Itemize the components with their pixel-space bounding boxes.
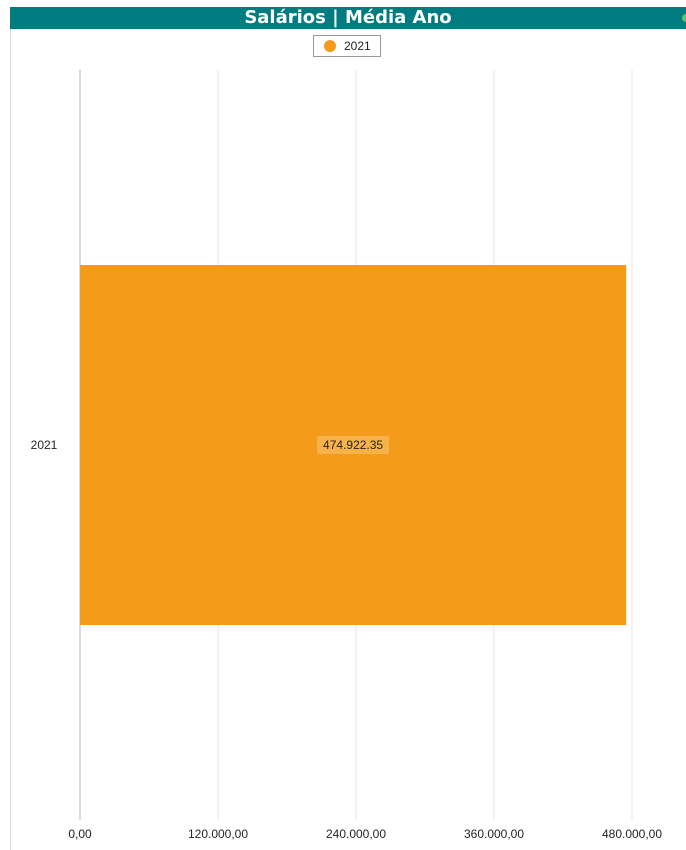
chart-title-text: Salários | Média Ano xyxy=(244,7,452,28)
x-tick-labels: 0,00 120.000,00 240.000,00 360.000,00 480.00… xyxy=(68,827,662,841)
chart-frame xyxy=(10,7,686,850)
chart-title: Salários | Média Ano xyxy=(10,7,686,29)
data-label: 474.922.35 xyxy=(323,438,383,452)
x-tick-label: 240.000,00 xyxy=(326,827,386,841)
legend[interactable]: 2021 xyxy=(313,35,381,57)
legend-marker-icon xyxy=(324,40,336,52)
category-labels: 2021 xyxy=(31,438,58,452)
x-tick-label: 120.000,00 xyxy=(188,827,248,841)
status-dot-icon xyxy=(682,14,686,22)
bars: 474.922.35 xyxy=(80,265,627,625)
x-tick-label: 480.000,00 xyxy=(602,827,662,841)
legend-label: 2021 xyxy=(344,39,371,53)
data-label-bg xyxy=(317,436,390,454)
x-tick-label: 0,00 xyxy=(68,827,92,841)
category-label: 2021 xyxy=(31,438,58,452)
x-tick-label: 360.000,00 xyxy=(464,827,524,841)
